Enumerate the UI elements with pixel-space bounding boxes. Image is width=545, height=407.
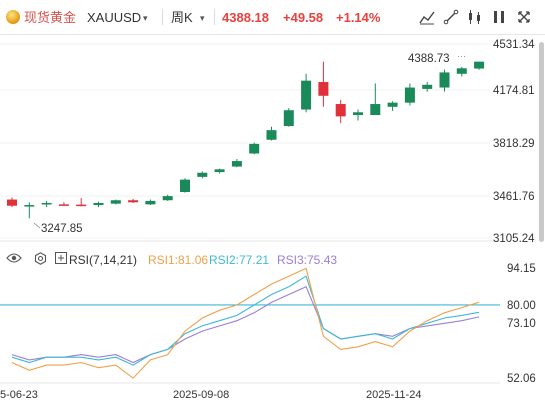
date-axis-label: 5-06-23	[0, 389, 38, 401]
rsi-axis-label: 80.00	[507, 300, 536, 312]
symbol-name[interactable]: 现货黄金	[24, 10, 77, 25]
period-dropdown-icon[interactable]: ▾	[200, 13, 205, 23]
candlestick-series	[7, 61, 485, 219]
candle-body[interactable]	[439, 72, 450, 88]
rsi1-line	[11, 267, 480, 379]
date-axis: 5-06-23 2025-09-08 2025-11-24	[0, 382, 500, 401]
rsi3-value: RSI3:75.43	[277, 253, 338, 267]
candle-body[interactable]	[93, 202, 104, 206]
rsi-lines	[0, 267, 500, 379]
max-price-label: 4388.73	[408, 53, 450, 65]
candle-body[interactable]	[370, 104, 381, 116]
columns-icon[interactable]	[490, 8, 508, 26]
candle-body[interactable]	[266, 130, 277, 140]
candle-body[interactable]	[353, 112, 363, 116]
fullscreen-icon[interactable]	[515, 8, 533, 26]
candle-body[interactable]	[41, 202, 52, 205]
candle-body[interactable]	[283, 110, 294, 127]
rsi2-line	[11, 275, 480, 366]
candle-body[interactable]	[335, 104, 346, 117]
candle-body[interactable]	[24, 205, 35, 207]
rsi-axis-label: 73.10	[507, 318, 536, 330]
min-price-pointer	[33, 222, 41, 229]
candle-body[interactable]	[110, 200, 121, 204]
price-axis-label: 3105.24	[493, 233, 535, 245]
candle-body[interactable]	[318, 82, 329, 96]
candle-body[interactable]	[231, 161, 242, 167]
rsi2-value: RSI2:77.21	[209, 253, 270, 267]
symbol-code[interactable]: XAUUSD	[87, 10, 142, 25]
candle-body[interactable]	[197, 172, 208, 177]
candle-body[interactable]	[145, 200, 156, 205]
date-axis-label: 2025-11-24	[366, 389, 421, 401]
scrollbar-thumb[interactable]	[539, 42, 544, 242]
header-divider	[162, 9, 163, 25]
date-axis-label: 2025-09-08	[173, 389, 229, 401]
eye-icon[interactable]	[6, 252, 22, 267]
candle-body[interactable]	[387, 102, 398, 107]
rsi-axis: 94.15 80.00 73.10 52.06	[507, 263, 536, 385]
candle-body[interactable]	[7, 199, 17, 206]
rsi-axis-label: 52.06	[507, 373, 536, 385]
candle-body[interactable]	[456, 68, 467, 74]
chart-header: 现货黄金 XAUUSD ▾ 周K ▾ 4388.18 +49.58 +1.14%	[0, 0, 545, 35]
price-axis-label: 3461.76	[493, 191, 535, 203]
rsi-title[interactable]: RSI(7,14,21)	[69, 253, 138, 267]
header-divider	[214, 9, 215, 25]
expand-icon[interactable]	[55, 252, 67, 267]
rsi-axis-label: 94.15	[507, 263, 536, 275]
indicator-icon[interactable]	[466, 8, 484, 26]
min-price-label: 3247.85	[41, 223, 83, 235]
price-axis-label: 3818.29	[493, 138, 535, 150]
rsi3-line	[11, 285, 480, 364]
candle-body[interactable]	[180, 179, 190, 192]
chart-settings-icon[interactable]	[418, 8, 436, 26]
price-axis: 4531.34 4174.81 3818.29 3461.76 3105.24	[493, 39, 535, 245]
max-price-marker: ···	[457, 51, 466, 61]
candle-body[interactable]	[474, 61, 485, 69]
last-price: 4388.18	[222, 10, 269, 25]
symbol-dropdown-icon[interactable]: ▾	[143, 13, 148, 23]
candle-body[interactable]	[404, 87, 415, 103]
candle-body[interactable]	[249, 143, 260, 154]
candle-body[interactable]	[58, 204, 69, 206]
settings-icon[interactable]	[34, 252, 47, 268]
grid-lines	[0, 43, 490, 239]
rsi1-value: RSI1:81.06	[148, 253, 209, 267]
price-axis-label: 4531.34	[493, 39, 535, 51]
price-change-percent: +1.14%	[336, 10, 381, 25]
candle-body[interactable]	[301, 80, 312, 110]
price-change: +49.58	[283, 10, 324, 25]
candle-body[interactable]	[128, 200, 139, 203]
candle-body[interactable]	[76, 204, 87, 207]
period-selector[interactable]: 周K	[171, 10, 193, 25]
rsi-legend: RSI(7,14,21) RSI1:81.06 RSI2:77.21 RSI3:…	[0, 248, 500, 270]
gold-coin-icon	[6, 10, 20, 24]
candle-body[interactable]	[162, 196, 173, 201]
drawing-tools-icon[interactable]	[442, 8, 460, 26]
price-axis-label: 4174.81	[493, 85, 535, 97]
candle-body[interactable]	[422, 84, 433, 89]
candle-body[interactable]	[214, 169, 225, 173]
